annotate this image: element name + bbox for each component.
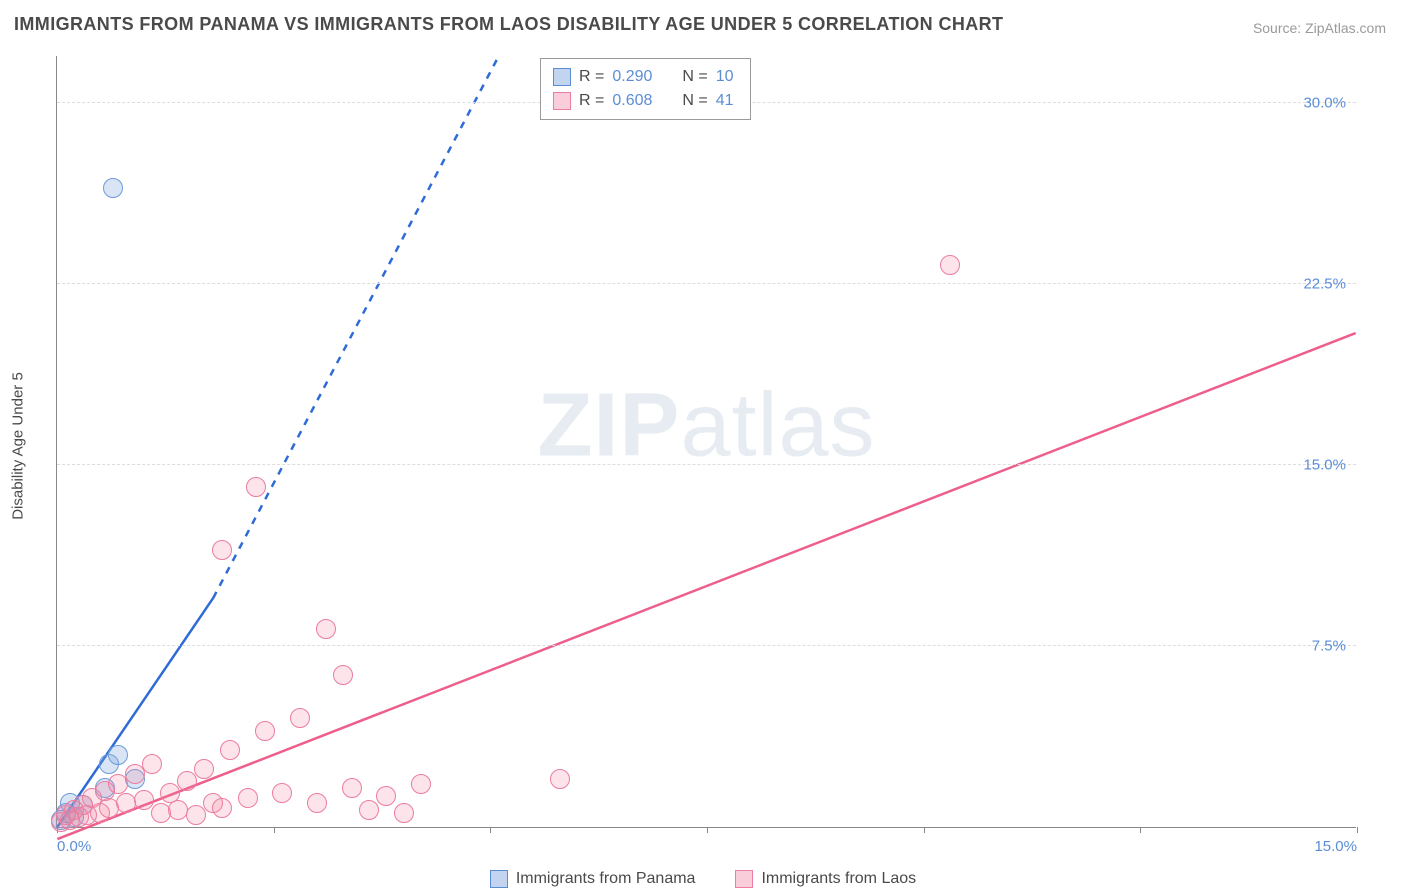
legend-item: Immigrants from Laos bbox=[735, 870, 916, 888]
x-tick bbox=[490, 827, 491, 833]
legend-swatch bbox=[735, 870, 753, 888]
gridline-h bbox=[57, 283, 1356, 284]
legend-swatch bbox=[490, 870, 508, 888]
chart-container: IMMIGRANTS FROM PANAMA VS IMMIGRANTS FRO… bbox=[0, 0, 1406, 892]
stat-r-value: 0.608 bbox=[612, 89, 652, 113]
stat-n-value: 41 bbox=[716, 89, 734, 113]
scatter-point bbox=[550, 769, 570, 789]
x-tick-label: 15.0% bbox=[1314, 838, 1357, 855]
stats-row: R = 0.608 N = 41 bbox=[553, 89, 734, 113]
legend-swatch bbox=[553, 92, 571, 110]
x-tick bbox=[1357, 827, 1358, 833]
scatter-point bbox=[212, 540, 232, 560]
x-tick bbox=[707, 827, 708, 833]
scatter-point bbox=[220, 740, 240, 760]
scatter-point bbox=[238, 788, 258, 808]
scatter-point bbox=[142, 754, 162, 774]
scatter-point bbox=[134, 790, 154, 810]
scatter-point bbox=[940, 255, 960, 275]
x-tick-label: 0.0% bbox=[57, 838, 91, 855]
scatter-point bbox=[177, 771, 197, 791]
scatter-point bbox=[290, 708, 310, 728]
stat-n-label: N = bbox=[682, 89, 707, 113]
y-tick-label: 30.0% bbox=[1303, 95, 1346, 112]
trend-line bbox=[57, 598, 213, 827]
gridline-h bbox=[57, 645, 1356, 646]
scatter-point bbox=[108, 745, 128, 765]
chart-title: IMMIGRANTS FROM PANAMA VS IMMIGRANTS FRO… bbox=[14, 14, 1003, 35]
y-tick-label: 7.5% bbox=[1312, 638, 1346, 655]
y-tick-label: 22.5% bbox=[1303, 276, 1346, 293]
y-axis-label: Disability Age Under 5 bbox=[10, 372, 27, 520]
trend-line bbox=[213, 56, 499, 598]
scatter-point bbox=[411, 774, 431, 794]
scatter-point bbox=[307, 793, 327, 813]
stat-r-label: R = bbox=[579, 65, 604, 89]
scatter-point bbox=[255, 721, 275, 741]
y-tick-label: 15.0% bbox=[1303, 457, 1346, 474]
legend-label: Immigrants from Panama bbox=[516, 870, 696, 888]
scatter-point bbox=[186, 805, 206, 825]
scatter-point bbox=[103, 178, 123, 198]
legend-item: Immigrants from Panama bbox=[490, 870, 696, 888]
scatter-point bbox=[316, 619, 336, 639]
stats-row: R = 0.290 N = 10 bbox=[553, 65, 734, 89]
x-tick bbox=[924, 827, 925, 833]
legend-bottom: Immigrants from Panama Immigrants from La… bbox=[0, 870, 1406, 888]
scatter-point bbox=[272, 783, 292, 803]
legend-swatch bbox=[553, 68, 571, 86]
scatter-point bbox=[359, 800, 379, 820]
scatter-point bbox=[194, 759, 214, 779]
stat-n-label: N = bbox=[682, 65, 707, 89]
scatter-point bbox=[333, 665, 353, 685]
source-attribution: Source: ZipAtlas.com bbox=[1253, 20, 1386, 36]
stat-n-value: 10 bbox=[716, 65, 734, 89]
legend-label: Immigrants from Laos bbox=[761, 870, 916, 888]
trend-lines-svg bbox=[57, 56, 1356, 827]
x-tick bbox=[274, 827, 275, 833]
scatter-point bbox=[342, 778, 362, 798]
stat-r-label: R = bbox=[579, 89, 604, 113]
scatter-point bbox=[212, 798, 232, 818]
scatter-point bbox=[246, 477, 266, 497]
scatter-point bbox=[394, 803, 414, 823]
scatter-point bbox=[376, 786, 396, 806]
trend-line bbox=[57, 333, 1355, 839]
plot-area: ZIPatlas 7.5%15.0%22.5%30.0%0.0%15.0% bbox=[56, 56, 1356, 828]
gridline-h bbox=[57, 464, 1356, 465]
stat-r-value: 0.290 bbox=[612, 65, 652, 89]
stats-box: R = 0.290 N = 10 R = 0.608 N = 41 bbox=[540, 58, 751, 120]
x-tick bbox=[1140, 827, 1141, 833]
